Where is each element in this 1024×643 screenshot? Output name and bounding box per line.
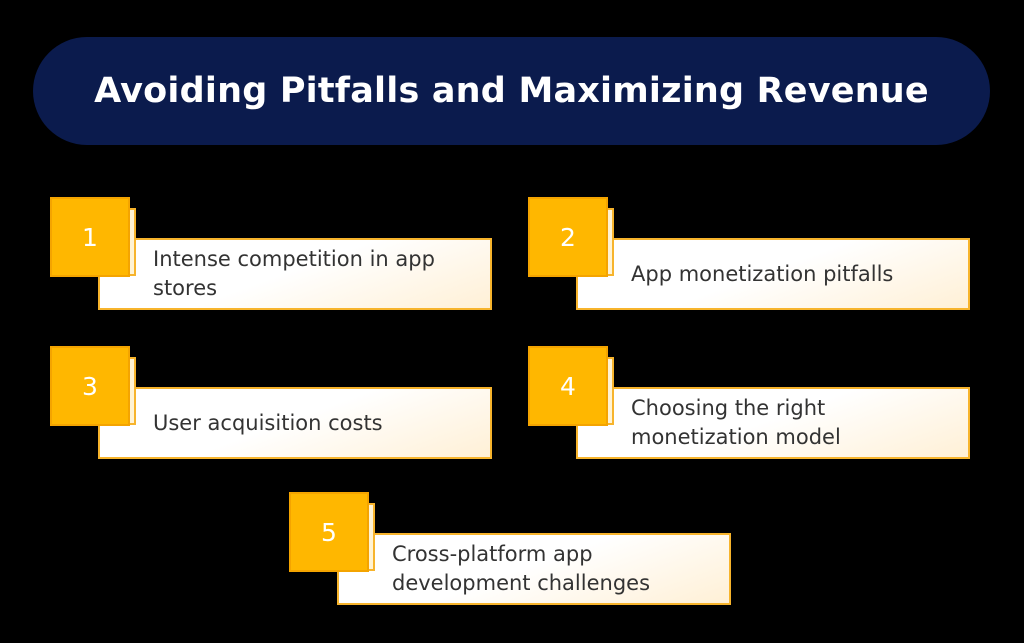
badge-number: 2 xyxy=(560,222,576,252)
number-badge: 3 xyxy=(50,346,130,426)
page-title: Avoiding Pitfalls and Maximizing Revenue xyxy=(94,71,929,111)
number-badge: 4 xyxy=(528,346,608,426)
number-badge: 5 xyxy=(289,492,369,572)
badge-number: 5 xyxy=(321,517,337,547)
title-banner: Avoiding Pitfalls and Maximizing Revenue xyxy=(33,37,990,145)
pitfall-text: App monetization pitfalls xyxy=(631,261,894,286)
pitfall-text: Intense competition in app stores xyxy=(153,247,435,300)
badge-number: 1 xyxy=(82,222,98,252)
badge-number: 4 xyxy=(560,371,576,401)
number-badge: 1 xyxy=(50,197,130,277)
pitfall-text: User acquisition costs xyxy=(153,410,383,435)
pitfall-card: Cross-platform app development challenge… xyxy=(337,533,731,605)
number-badge: 2 xyxy=(528,197,608,277)
pitfall-text: Choosing the right monetization model xyxy=(631,396,841,449)
pitfall-card: App monetization pitfalls xyxy=(576,238,970,310)
pitfall-card: Choosing the right monetization model xyxy=(576,387,970,459)
pitfall-text: Cross-platform app development challenge… xyxy=(392,542,651,595)
pitfall-card: Intense competition in app stores xyxy=(98,238,492,310)
badge-number: 3 xyxy=(82,371,98,401)
pitfall-card: User acquisition costs xyxy=(98,387,492,459)
